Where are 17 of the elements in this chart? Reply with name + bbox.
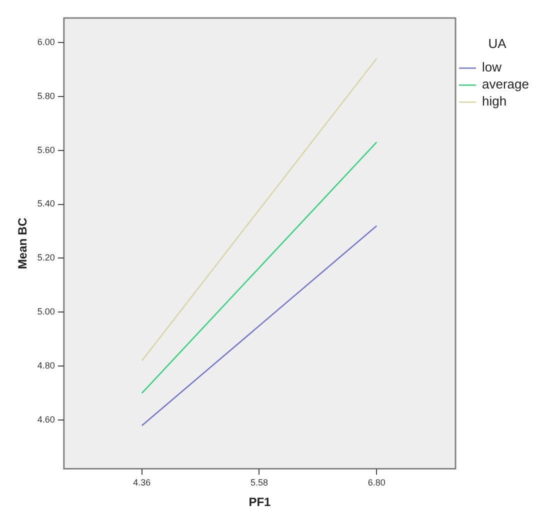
y-tick-label: 4.60 [37, 414, 55, 425]
y-axis-title: Mean BC [16, 217, 30, 270]
legend-label: high [482, 94, 507, 109]
y-tick-label: 5.20 [37, 252, 55, 263]
x-axis-title: PF1 [248, 495, 272, 510]
x-tick-label: 6.80 [368, 478, 386, 488]
y-tick-label: 5.00 [37, 306, 55, 317]
x-tick-label: 4.36 [133, 478, 151, 488]
y-tick-label: 6.00 [37, 36, 55, 47]
legend-title: UA [488, 36, 507, 52]
legend-label: average [482, 76, 530, 92]
legend-label: low [482, 60, 502, 75]
y-tick-label: 4.80 [37, 360, 55, 371]
y-tick-label: 5.80 [37, 90, 55, 101]
y-tick-label: 5.40 [37, 198, 55, 209]
y-tick-label: 5.60 [37, 144, 55, 155]
x-tick-label: 5.58 [250, 478, 268, 488]
